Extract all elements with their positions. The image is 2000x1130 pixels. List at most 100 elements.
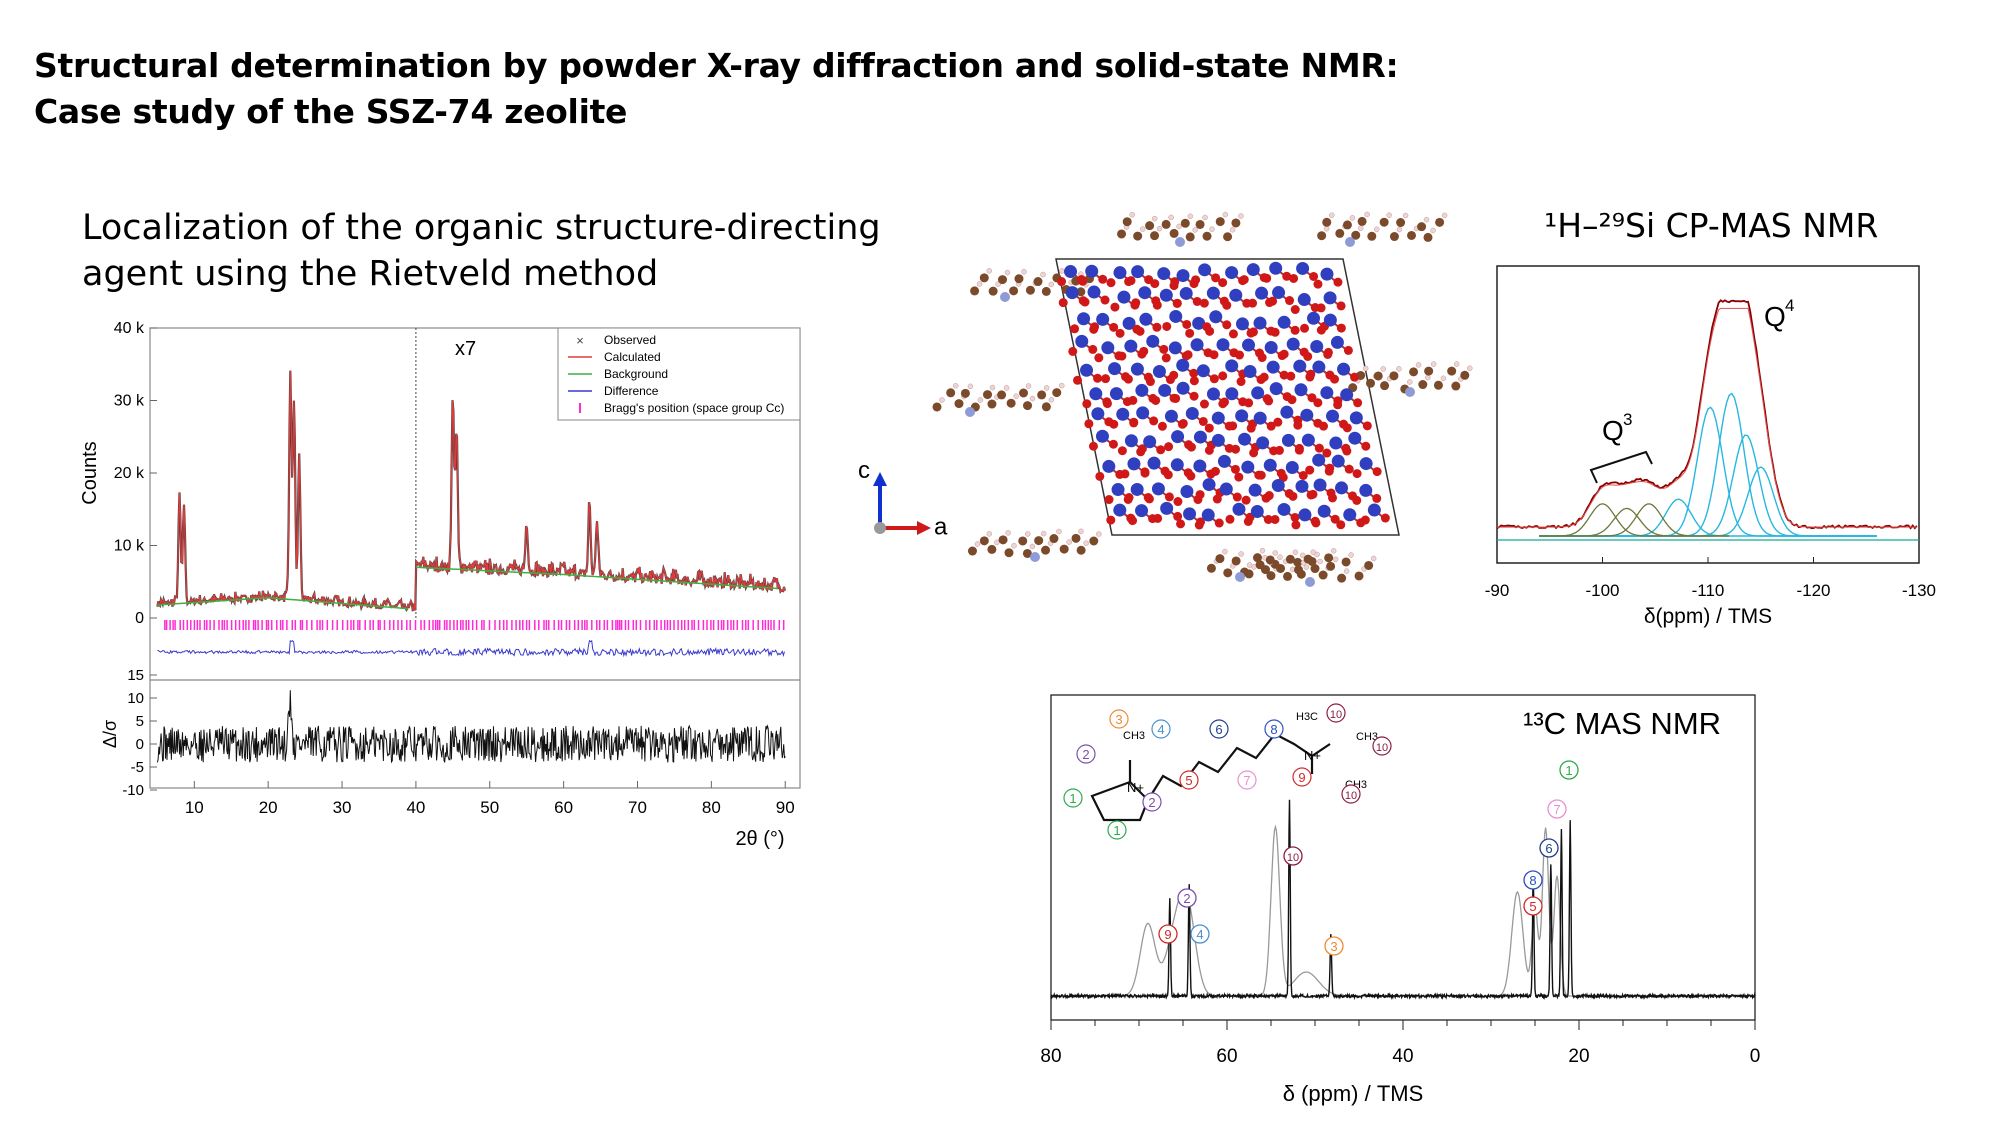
osda-hydrogen-atom	[1348, 552, 1354, 558]
osda-hydrogen-atom	[1222, 211, 1229, 218]
osda-carbon-atom	[987, 399, 997, 409]
si-o-bond	[1157, 488, 1172, 500]
oxygen-atom	[1270, 514, 1280, 524]
oxygen-atom	[1135, 326, 1145, 336]
x-tick-label: 10	[185, 798, 204, 817]
silicon-atom	[1343, 508, 1357, 522]
assignment-marker-2	[1177, 888, 1197, 908]
osda-carbon-atom	[1294, 565, 1304, 575]
osda-hydrogen-atom	[1272, 550, 1279, 556]
si-o-bond	[1329, 319, 1343, 331]
osda-carbon-atom	[1169, 228, 1179, 238]
silicon-atom	[1095, 429, 1109, 443]
silicon-atom	[1202, 478, 1216, 492]
si-o-bond	[1277, 291, 1292, 304]
silicon-atom	[1127, 457, 1141, 471]
q3-bracket	[1589, 450, 1653, 484]
silicon-atom	[1235, 409, 1249, 423]
osda-hydrogen-atom	[1310, 549, 1316, 555]
silicon-atom	[1235, 317, 1249, 331]
silicon-atom	[1271, 479, 1285, 493]
osda-hydrogen-atom	[1005, 530, 1011, 536]
molecule-carbon-label: 1	[1069, 791, 1076, 806]
oxygen-atom	[1073, 375, 1083, 385]
oxygen-atom	[1282, 392, 1292, 402]
oxygen-atom	[1290, 512, 1300, 522]
oxygen-atom	[1124, 277, 1134, 287]
si-o-bond	[1329, 297, 1343, 309]
oxygen-atom	[1211, 273, 1221, 283]
molecule-carbon-marker-10	[1372, 736, 1392, 756]
si-o-bond	[1119, 509, 1133, 521]
silicon-atom	[1229, 288, 1243, 302]
silicon-atom	[1248, 483, 1262, 497]
si-o-bond	[1331, 415, 1346, 427]
oxygen-atom	[1265, 298, 1275, 308]
residual-y-tick-label: -10	[122, 782, 144, 799]
silicon-atom	[1225, 359, 1239, 373]
si-o-bond	[1149, 440, 1163, 453]
oxygen-atom	[1279, 349, 1289, 359]
osda-carbon-atom	[1019, 388, 1029, 398]
silicon-atom	[1193, 430, 1207, 444]
si-o-bond	[1349, 514, 1363, 526]
osda-hydrogen-atom	[939, 397, 945, 403]
oxygen-atom	[1109, 419, 1119, 429]
osda-hydrogen-atom	[1396, 366, 1402, 372]
si-o-bond	[1304, 514, 1318, 526]
oxygen-atom	[1108, 439, 1118, 449]
oxygen-atom	[1236, 377, 1246, 387]
oxygen-atom	[1222, 320, 1232, 330]
oxygen-atom	[1192, 296, 1202, 306]
oxygen-atom	[1143, 372, 1153, 382]
oxygen-atom	[1078, 296, 1088, 306]
silicon-atom	[1151, 482, 1165, 496]
osda-carbon-atom	[1389, 232, 1399, 242]
silicon-atom	[1359, 483, 1373, 497]
oxygen-atom	[1210, 466, 1220, 476]
osda-carbon-atom	[1061, 285, 1071, 295]
si-o-bond	[1203, 269, 1218, 281]
silicon-atom	[1117, 290, 1131, 304]
oxygen-atom	[1268, 296, 1278, 306]
q4-component-fit	[1539, 498, 1877, 537]
q3-superscript: 3	[1623, 410, 1632, 429]
molecule-carbon-marker-1	[1063, 788, 1083, 808]
oxygen-atom	[1228, 329, 1238, 339]
oxygen-atom	[1314, 443, 1324, 453]
osda-hydrogen-atom	[1078, 271, 1084, 277]
osda-hydrogen-atom	[1415, 362, 1422, 368]
osda-carbon-atom	[932, 402, 942, 412]
osda-nitrogen-atom	[1030, 552, 1040, 562]
oxygen-atom	[1263, 514, 1273, 524]
si-o-bond	[1326, 273, 1340, 285]
molecule-carbon-label: 2	[1148, 795, 1155, 810]
osda-hydrogen-atom	[1068, 279, 1074, 286]
silicon-atom	[1131, 265, 1145, 279]
silicon-atom	[1124, 434, 1138, 448]
oxygen-atom	[1140, 468, 1150, 478]
silicon-atom	[1286, 337, 1300, 351]
osda-carbon-atom	[1185, 232, 1195, 242]
silicon-atom	[1143, 435, 1157, 449]
osda-carbon-atom	[1296, 569, 1306, 579]
silicon-atom	[1225, 266, 1239, 280]
si-o-bond	[1257, 392, 1271, 404]
x-tick-label: 70	[628, 798, 647, 817]
silicon-atom	[1170, 458, 1184, 472]
osda-hydrogen-atom	[1047, 540, 1054, 546]
oxygen-atom	[1181, 351, 1191, 361]
osda-carbon-atom	[1348, 383, 1358, 393]
osda-carbon-atom	[1322, 217, 1332, 227]
osda-hydrogen-atom	[1277, 554, 1283, 560]
silicon-atom	[1113, 266, 1127, 280]
osda-carbon-atom	[1223, 568, 1233, 578]
oxygen-atom	[1102, 399, 1112, 409]
oxygen-atom	[1279, 370, 1289, 380]
oxygen-atom	[1106, 515, 1116, 525]
osda-hydrogen-atom	[1238, 213, 1244, 219]
assignment-marker-5	[1523, 896, 1543, 916]
si-o-bond	[1326, 391, 1340, 404]
silicon-atom	[1192, 316, 1206, 330]
n-plus-left: N+	[1127, 780, 1144, 795]
